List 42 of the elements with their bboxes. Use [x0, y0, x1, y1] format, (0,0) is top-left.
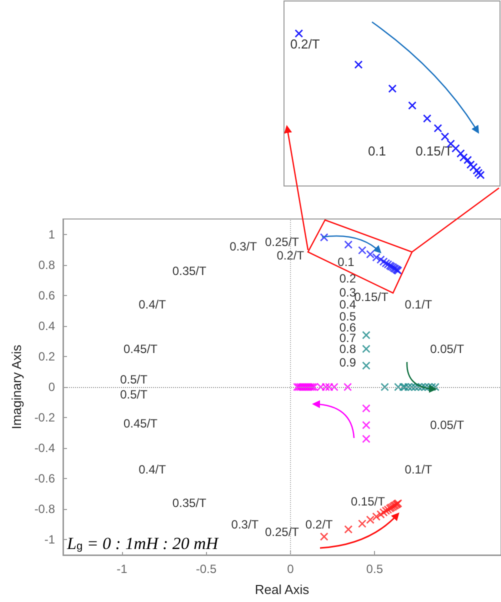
annotation: 0.05/T — [430, 418, 465, 432]
x-tick-label: 0.5 — [366, 562, 384, 576]
y-axis-title: Imaginary Axis — [9, 344, 24, 430]
annotation: 0.5/T — [120, 388, 148, 402]
y-tick-label: 1 — [48, 227, 56, 242]
magnified-view: 0.2/T 0.1 0.15/T — [284, 0, 500, 186]
y-tick-label: -0.6 — [34, 472, 56, 486]
annotation: 0.05/T — [430, 342, 465, 356]
annotation: 0.2/T — [276, 248, 305, 263]
annotation: 0.35/T — [172, 264, 208, 278]
annotation: 0.3/T — [231, 517, 260, 532]
annotation: 0.4/T — [138, 298, 167, 312]
annotation: 0.9 — [339, 356, 356, 370]
annotation: 0.35/T — [172, 496, 208, 510]
x-axis-title: Real Axis — [254, 582, 310, 597]
annotation: Lg = 0 : 1mH : 20 mH — [66, 534, 220, 553]
x-tick-label: 0 — [287, 562, 294, 576]
annotation: 0.25/T — [264, 234, 300, 249]
annotation: 0.3/T — [230, 239, 258, 254]
y-tick-label: -1 — [44, 532, 56, 547]
annotation: 0.5/T — [120, 372, 148, 386]
annotation: 0.1/T — [404, 462, 433, 476]
annotation: 0.2 — [339, 272, 356, 286]
y-tick-label: 0.4 — [38, 318, 56, 333]
annotation: 0.15/T — [350, 494, 386, 509]
x-tick-label: -1 — [116, 562, 128, 576]
y-tick-label: -0.2 — [34, 410, 56, 425]
y-tick-label: 0.6 — [38, 288, 56, 302]
y-tick-label: -0.4 — [34, 441, 56, 456]
annotation: 0.2/T — [305, 517, 334, 532]
y-tick-label: 0.2 — [38, 349, 56, 364]
annotation: 0.45/T — [123, 416, 158, 431]
y-tick-label: -0.8 — [34, 502, 56, 516]
x-tick-label: -0.5 — [196, 562, 217, 576]
y-tick-label: 0.8 — [38, 258, 56, 272]
annotation: 0.45/T — [123, 342, 158, 356]
annotation: 0.4/T — [138, 462, 167, 476]
annotation: 0.25/T — [264, 525, 300, 540]
annotation: 0.15/T — [354, 290, 389, 304]
annotation: 0.1/T — [404, 298, 433, 312]
annotation: 0.1 — [338, 254, 355, 269]
y-tick-label: 0 — [48, 380, 56, 394]
